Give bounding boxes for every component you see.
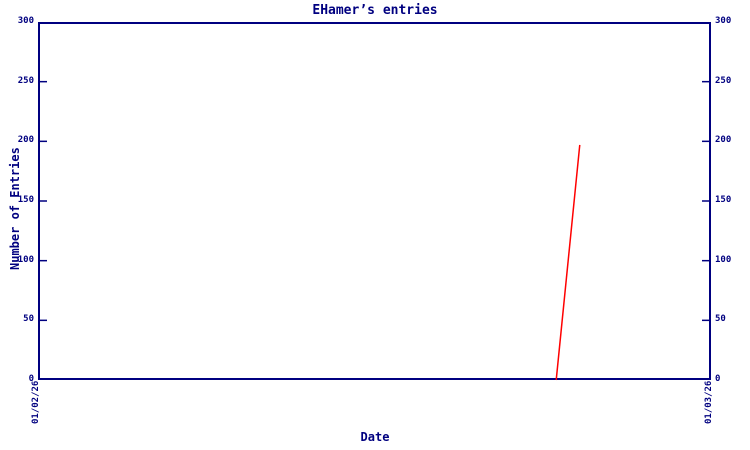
plot-frame — [38, 22, 711, 380]
x-tick-label: 01/03/26 — [704, 380, 714, 424]
y-tick-label-left: 150 — [17, 195, 34, 205]
x-axis-label: Date — [360, 430, 390, 444]
y-tick-label-left: 0 — [28, 374, 34, 384]
y-tick-label-left: 250 — [17, 75, 34, 86]
y-tick-label-right: 150 — [715, 195, 732, 205]
y-tick-label-left: 50 — [23, 314, 34, 325]
y-tick-label-left: 300 — [17, 16, 34, 26]
y-tick-label-left: 200 — [17, 135, 34, 146]
y-tick-label-right: 200 — [715, 135, 732, 146]
entries-line — [555, 144, 581, 381]
x-tick-label: 01/02/26 — [31, 380, 41, 424]
y-tick-label-right: 250 — [715, 75, 732, 86]
y-tick-label-right: 100 — [715, 254, 732, 265]
y-tick-label-right: 50 — [715, 314, 726, 325]
y-tick-label-right: 0 — [715, 374, 721, 384]
y-tick-label-left: 100 — [17, 254, 34, 265]
chart-title: EHamer’s entries — [312, 3, 438, 18]
y-tick-label-right: 300 — [715, 16, 732, 26]
